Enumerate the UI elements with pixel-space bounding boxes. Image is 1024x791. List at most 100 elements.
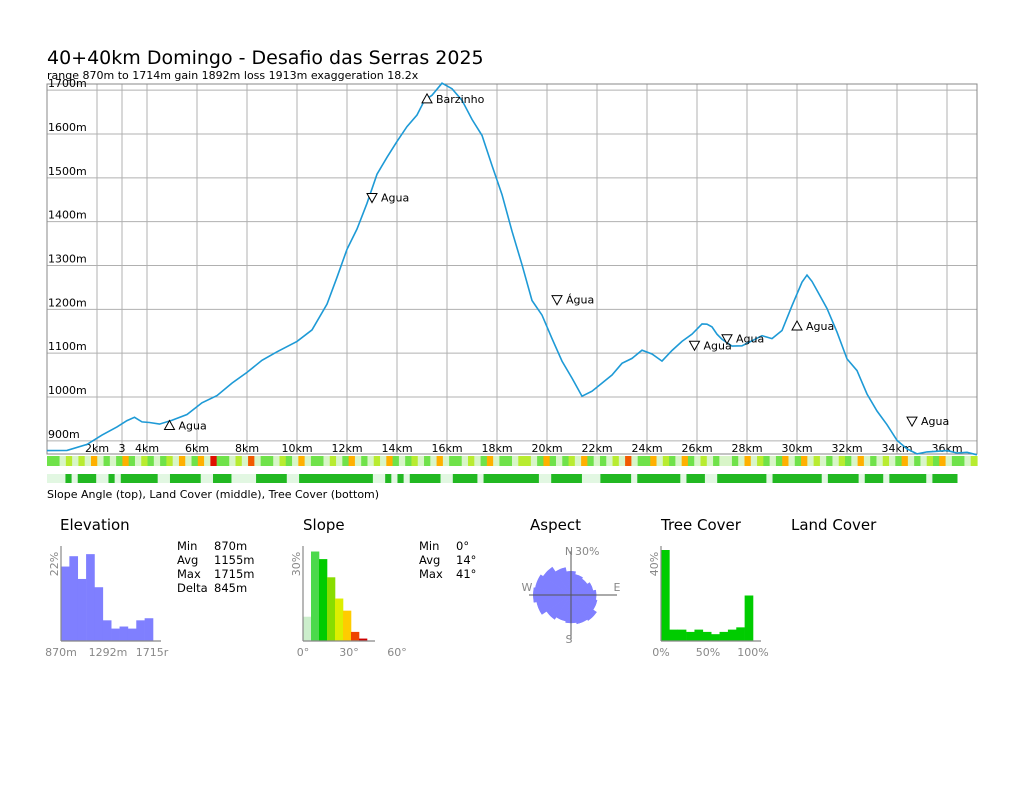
tree-strip-cell [83, 474, 91, 483]
tree-strip-cell [286, 474, 294, 483]
tree-strip-cell [409, 474, 417, 483]
slope-histogram: 30% 0° 30° 60° [290, 546, 407, 659]
tree-strip-cell [249, 474, 257, 483]
slope-strip-cell [713, 456, 720, 466]
slope-strip-cell [530, 456, 538, 466]
tree-strip-cell [661, 474, 669, 483]
tree-strip-cell [508, 474, 515, 483]
aspect-panel-title: Aspect [530, 516, 581, 534]
slope-strip-cell [505, 456, 513, 466]
histogram-bar [144, 618, 154, 641]
tree-strip-cell [182, 474, 189, 483]
tree-strip-cell [944, 474, 952, 483]
tree-strip-cell [618, 474, 626, 483]
tree-strip-cell [907, 474, 915, 483]
slope-strip-cell [72, 456, 80, 466]
aspect-slice [570, 594, 588, 625]
tree-strip-cell [47, 474, 54, 483]
tree-strip-cell [422, 474, 429, 483]
x-tick-label: 14km [381, 442, 412, 455]
stat-row: Min 0° [419, 539, 476, 553]
slope-strip-cell [964, 456, 972, 466]
tree-strip-cell [446, 474, 454, 483]
elevation-stats: Min 870m Avg 1155m Max 1715m Delta 845m [177, 539, 254, 595]
x-tick-label: 16km [431, 442, 462, 455]
tree-strip-cell [280, 474, 288, 483]
slope-strip-cell [499, 456, 507, 466]
tree-strip-cell [588, 474, 595, 483]
slope-strip-cell [78, 456, 86, 466]
slope-strip-cell [920, 456, 928, 466]
histogram-bar [744, 595, 754, 641]
slope-strip-cell [625, 456, 632, 466]
y-tick-label: 1200m [48, 296, 87, 309]
tree-strip-cell [434, 474, 442, 483]
slope-strip-cell [97, 456, 105, 466]
histogram-bar [311, 551, 320, 641]
tree-strip-cell [717, 474, 724, 483]
tree-strip-cell [821, 474, 829, 483]
hist-x-tick-label: 30° [339, 646, 359, 659]
tree-strip-cell [213, 474, 220, 483]
slope-strip-cell [757, 456, 764, 466]
tree-strip-cell [163, 474, 171, 483]
tree-strip-cell [366, 474, 374, 483]
slope-strip-cell [103, 456, 111, 466]
aspect-slice [570, 574, 584, 596]
slope-strip-cell [857, 456, 865, 466]
slope-strip-cell [116, 456, 124, 466]
waypoint-label: Agua [381, 192, 409, 205]
tree-strip-cell [741, 474, 749, 483]
slope-strip-cell [191, 456, 199, 466]
slope-strip-cell [832, 456, 840, 466]
tree-strip-cell [299, 474, 306, 483]
slope-strip-cell [197, 456, 205, 466]
waypoint-marker [906, 416, 918, 428]
slope-strip-cell [468, 456, 475, 466]
tree-strip-cell [631, 474, 638, 483]
slope-strip-cell [763, 456, 771, 466]
slope-strip-cell [719, 456, 727, 466]
tree-strip-cell [772, 474, 780, 483]
slope-panel-title: Slope [303, 516, 345, 534]
slope-strip-cell [606, 456, 614, 466]
slope-strip-cell [178, 456, 186, 466]
stat-value: 1155m [214, 553, 255, 567]
tree-strip-cell [311, 474, 319, 483]
tree-strip-cell [754, 474, 761, 483]
histogram-bar [102, 620, 112, 641]
histogram-bar [686, 631, 695, 641]
slope-strip-cell [599, 456, 607, 466]
histogram-bar [94, 587, 104, 641]
slope-strip-cell [266, 456, 274, 466]
stat-row: Max 1715m [177, 567, 254, 581]
slope-strip-cell [643, 456, 651, 466]
hist-x-tick-label: 870m [45, 646, 77, 659]
slope-strip-cell [826, 456, 834, 466]
slope-strip-cell [241, 456, 249, 466]
slope-strip-cell [153, 456, 161, 466]
elevation-line [46, 82, 978, 456]
waypoint-label: Barzinho [436, 93, 485, 106]
tree-strip-cell [649, 474, 657, 483]
tree-strip-cell [231, 474, 239, 483]
hist-x-tick-label: 50% [696, 646, 720, 659]
slope-strip-cell [845, 456, 852, 466]
tree-strip-cell [335, 474, 343, 483]
slope-strip-cell [775, 456, 783, 466]
slope-strip-cell [361, 456, 369, 466]
tree-strip-cell [686, 474, 694, 483]
slope-strip-cell [411, 456, 419, 466]
aspect-rose: N E S W 30% [522, 545, 621, 646]
slope-strip-cell [700, 456, 708, 466]
x-tick-label: 32km [831, 442, 862, 455]
slope-strip-cell [738, 456, 746, 466]
elevation-panel-title: Elevation [60, 516, 130, 534]
tree-strip-cell [846, 474, 853, 483]
slope-strip-cell [958, 456, 966, 466]
tree-strip-cell [385, 474, 392, 483]
histogram-bar [335, 598, 344, 641]
slope-strip-cell [442, 456, 450, 466]
slope-strip-cell [134, 456, 142, 466]
tree-strip-cell [342, 474, 349, 483]
